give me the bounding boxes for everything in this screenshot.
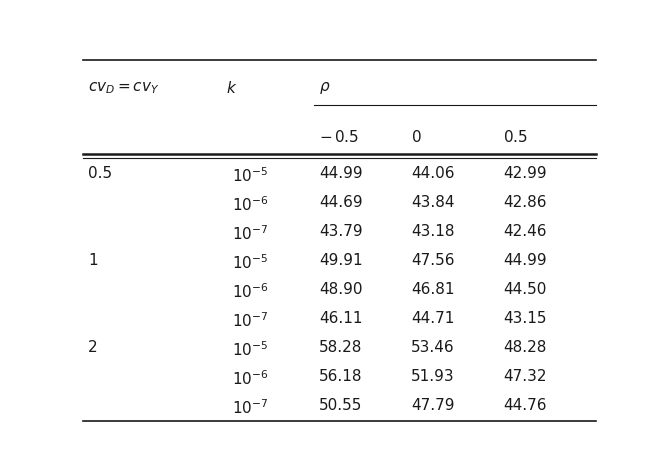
Text: $0$: $0$	[411, 129, 422, 146]
Text: 56.18: 56.18	[319, 369, 362, 384]
Text: $\rho$: $\rho$	[319, 80, 330, 96]
Text: $10^{-5}$: $10^{-5}$	[232, 253, 268, 272]
Text: $10^{-7}$: $10^{-7}$	[232, 224, 268, 243]
Text: $10^{-7}$: $10^{-7}$	[232, 311, 268, 330]
Text: 47.56: 47.56	[411, 253, 455, 269]
Text: 1: 1	[88, 253, 97, 269]
Text: 0.5: 0.5	[88, 167, 112, 181]
Text: 44.76: 44.76	[504, 398, 547, 413]
Text: 43.84: 43.84	[411, 196, 455, 210]
Text: 47.79: 47.79	[411, 398, 455, 413]
Text: 51.93: 51.93	[411, 369, 455, 384]
Text: 2: 2	[88, 340, 97, 355]
Text: $10^{-6}$: $10^{-6}$	[232, 282, 268, 301]
Text: $-\,0.5$: $-\,0.5$	[319, 129, 359, 146]
Text: 44.99: 44.99	[319, 167, 362, 181]
Text: $10^{-7}$: $10^{-7}$	[232, 398, 268, 417]
Text: 44.06: 44.06	[411, 167, 455, 181]
Text: 43.79: 43.79	[319, 224, 362, 240]
Text: 48.90: 48.90	[319, 282, 362, 297]
Text: 46.81: 46.81	[411, 282, 455, 297]
Text: 42.86: 42.86	[504, 196, 547, 210]
Text: $0.5$: $0.5$	[504, 129, 528, 146]
Text: 42.99: 42.99	[504, 167, 547, 181]
Text: 44.50: 44.50	[504, 282, 547, 297]
Text: $k$: $k$	[226, 80, 238, 96]
Text: $10^{-5}$: $10^{-5}$	[232, 167, 268, 185]
Text: 42.46: 42.46	[504, 224, 547, 240]
Text: 46.11: 46.11	[319, 311, 362, 326]
Text: 44.71: 44.71	[411, 311, 455, 326]
Text: $10^{-6}$: $10^{-6}$	[232, 369, 268, 388]
Text: 53.46: 53.46	[411, 340, 455, 355]
Text: $10^{-6}$: $10^{-6}$	[232, 196, 268, 214]
Text: 49.91: 49.91	[319, 253, 362, 269]
Text: 43.18: 43.18	[411, 224, 455, 240]
Text: $10^{-5}$: $10^{-5}$	[232, 340, 268, 359]
Text: 47.32: 47.32	[504, 369, 547, 384]
Text: 43.15: 43.15	[504, 311, 547, 326]
Text: 50.55: 50.55	[319, 398, 362, 413]
Text: 58.28: 58.28	[319, 340, 362, 355]
Text: 48.28: 48.28	[504, 340, 547, 355]
Text: 44.69: 44.69	[319, 196, 362, 210]
Text: $cv_D = cv_Y$: $cv_D = cv_Y$	[88, 80, 160, 95]
Text: 44.99: 44.99	[504, 253, 547, 269]
